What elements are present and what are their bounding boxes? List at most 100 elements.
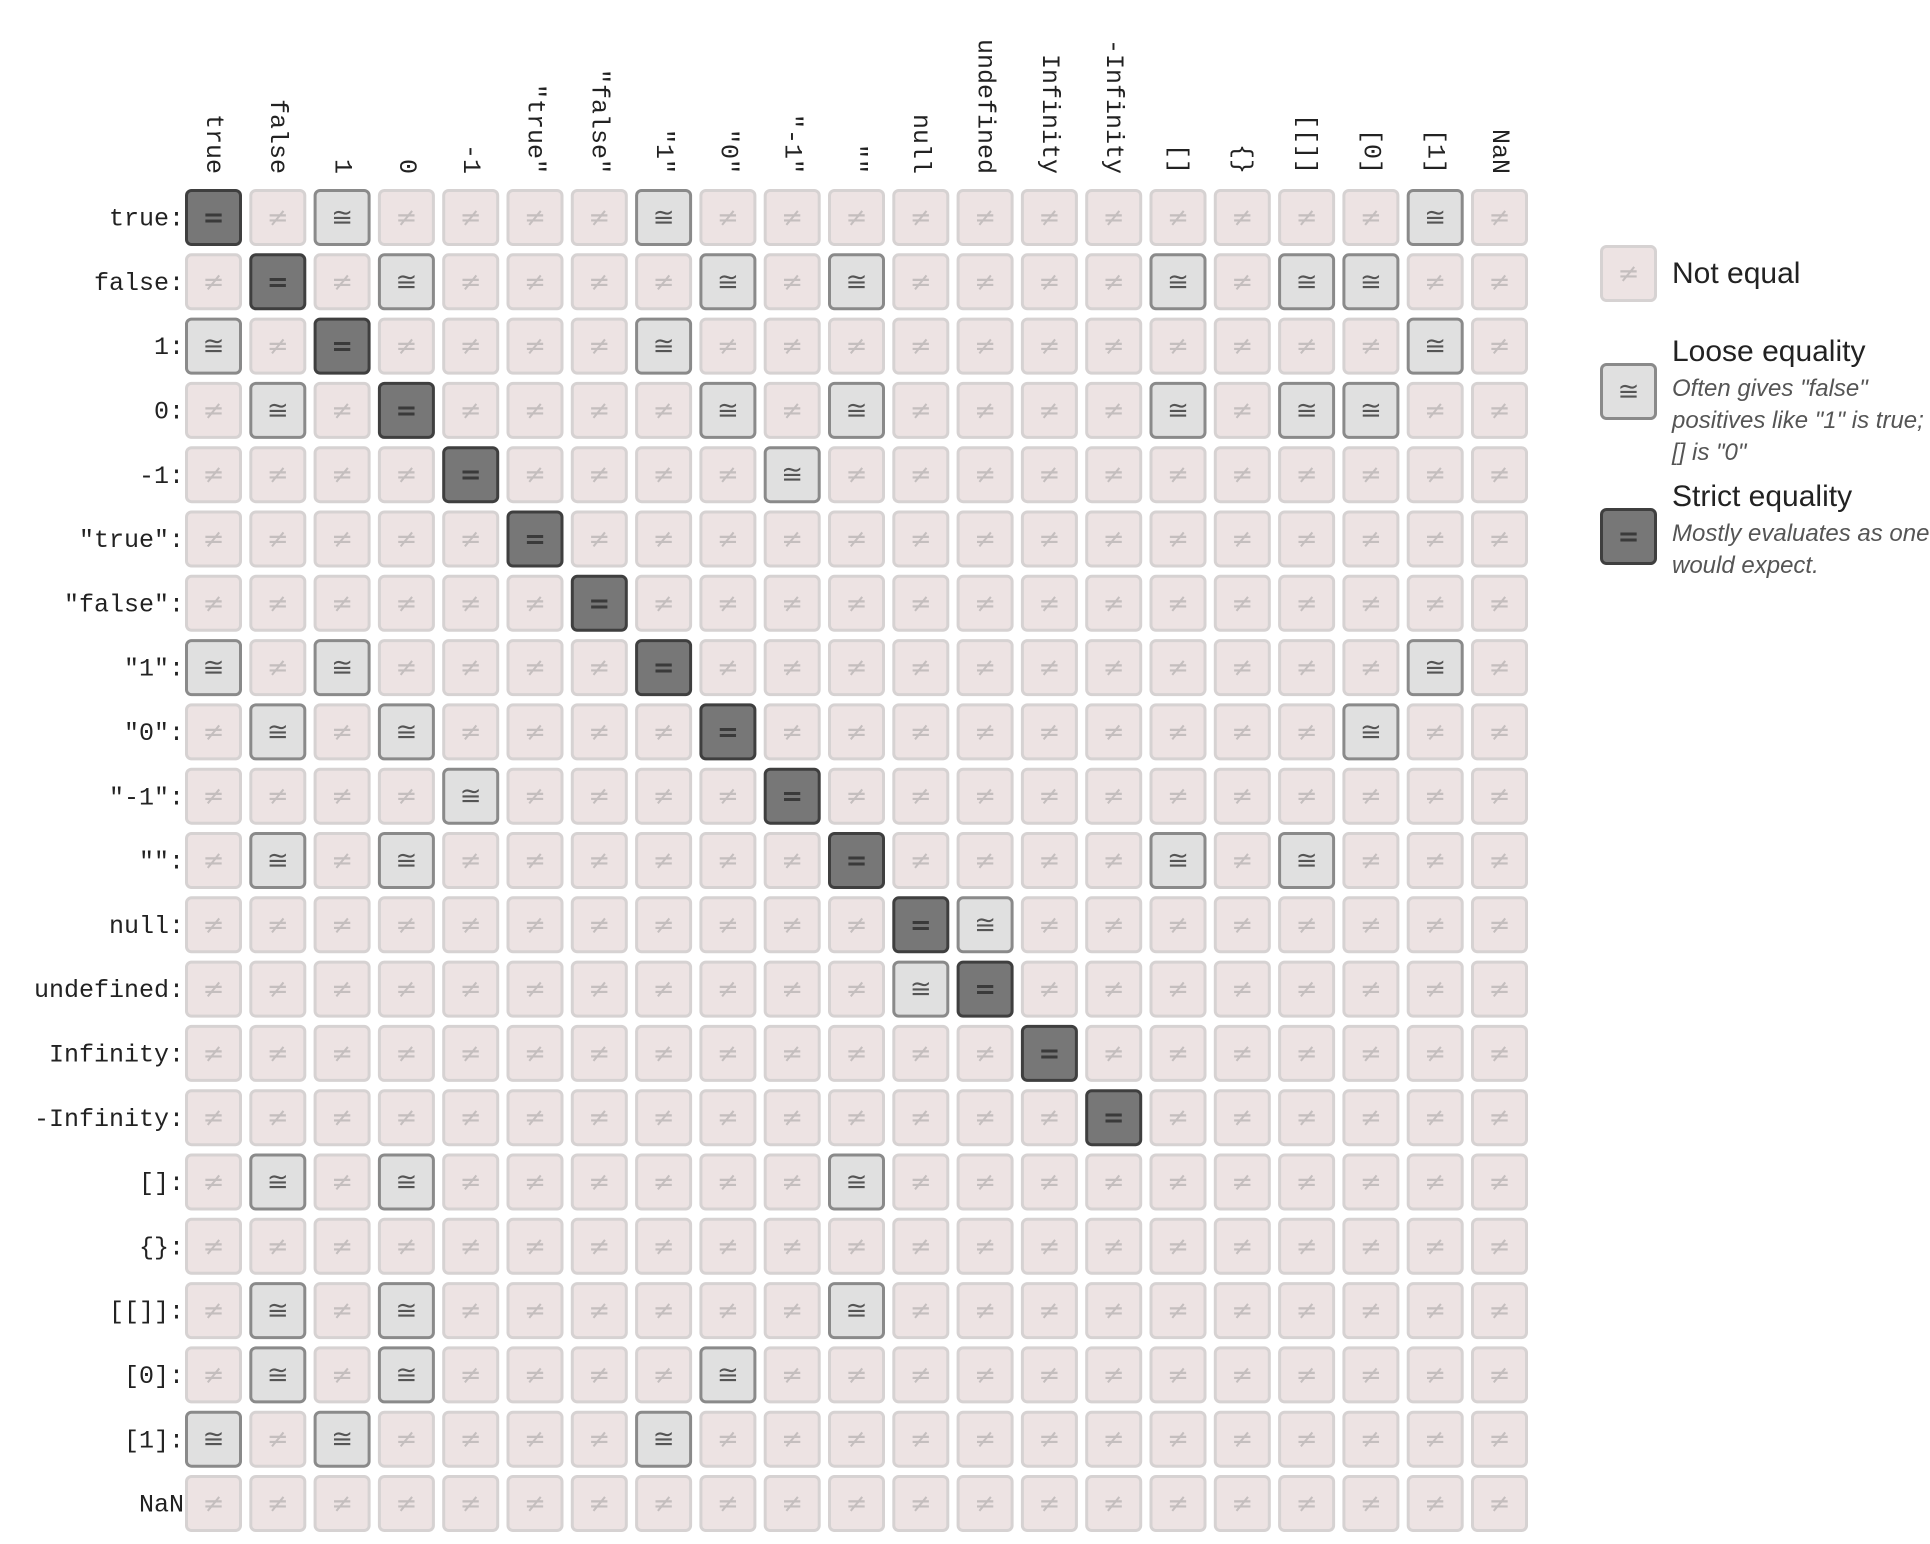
cell-box [377, 1282, 435, 1340]
cell-box [1085, 1282, 1143, 1340]
cell-symbol: ≠ [974, 332, 996, 362]
cell-symbol: ≅ [331, 1425, 353, 1455]
cell-box [570, 1282, 628, 1340]
cell-symbol: ≠ [846, 1232, 868, 1262]
cell-box [892, 446, 950, 504]
cell-symbol: ≠ [781, 1425, 803, 1455]
cell-symbol: ≠ [1039, 396, 1061, 426]
cell-box [506, 510, 564, 568]
cell-box [1149, 896, 1207, 954]
cell-symbol: ≠ [1039, 1296, 1061, 1326]
cell-symbol: ≠ [588, 975, 610, 1005]
cell-symbol: ≠ [1231, 589, 1253, 619]
cell-box [1471, 896, 1528, 954]
cell-symbol: ≠ [1296, 525, 1318, 555]
cell-symbol: ≠ [588, 1489, 610, 1519]
cell-box [185, 253, 242, 311]
cell-symbol: ≠ [910, 332, 932, 362]
cell-box [442, 574, 500, 632]
row-label: NaN [139, 1491, 184, 1520]
cell-box [442, 1089, 500, 1147]
legend-item: ≅ Loose equality Often gives "false" posit… [1600, 335, 1930, 466]
cell-symbol: ≠ [1424, 1232, 1446, 1262]
cell-box [1149, 1024, 1207, 1082]
cell-box [1406, 1475, 1464, 1532]
cell-box [956, 832, 1014, 889]
column-label: 0 [392, 159, 421, 174]
cell-box [377, 1475, 435, 1532]
cell-box [1471, 1089, 1528, 1147]
cell-symbol: ≠ [1231, 975, 1253, 1005]
cell-symbol: ≠ [396, 203, 418, 233]
cell-symbol: ≠ [1231, 460, 1253, 490]
cell-symbol: ≠ [203, 396, 225, 426]
cell-box [956, 960, 1014, 1018]
cell-box [828, 832, 885, 889]
cell-box [1085, 1024, 1143, 1082]
cell-box [1342, 1153, 1400, 1211]
cell-box [1020, 1024, 1078, 1082]
cell-box [506, 1410, 564, 1468]
cell-symbol: ≠ [1296, 1425, 1318, 1455]
cell-symbol: ≅ [781, 460, 803, 490]
cell-symbol: ≠ [1360, 1103, 1382, 1133]
cell-box [506, 317, 564, 375]
cell-symbol: ≠ [1039, 975, 1061, 1005]
column-label: undefined [970, 39, 999, 174]
row-label: [0]: [124, 1362, 184, 1391]
cell-box [892, 574, 950, 632]
cell-box [956, 446, 1014, 504]
cell-symbol: ≠ [1489, 203, 1511, 233]
cell-symbol: = [1103, 1103, 1125, 1133]
cell-symbol: ≠ [331, 975, 353, 1005]
cell-symbol: ≠ [1296, 460, 1318, 490]
cell-box [506, 253, 564, 311]
cell-box [1342, 1024, 1400, 1082]
cell-symbol: ≠ [1103, 717, 1125, 747]
cell-symbol: ≠ [267, 460, 289, 490]
cell-symbol: ≠ [974, 1168, 996, 1198]
cell-symbol: ≠ [331, 525, 353, 555]
cell-box [1020, 1089, 1078, 1147]
cell-symbol: ≠ [974, 1489, 996, 1519]
cell-symbol: ≠ [846, 653, 868, 683]
cell-box [185, 189, 242, 246]
cell-symbol: ≠ [460, 1103, 482, 1133]
cell-symbol: ≠ [1167, 1425, 1189, 1455]
cell-box [1149, 832, 1207, 889]
cell-box [313, 510, 371, 568]
cell-box [506, 896, 564, 954]
column-label: [] [1163, 144, 1192, 174]
cell-symbol: ≅ [267, 1296, 289, 1326]
cell-box [1149, 189, 1207, 246]
cell-box [635, 960, 693, 1018]
cell-symbol: ≠ [460, 589, 482, 619]
cell-box [313, 1410, 371, 1468]
legend-title: Loose equality [1672, 335, 1866, 368]
cell-symbol: ≠ [717, 1296, 739, 1326]
cell-box [249, 639, 307, 697]
cell-symbol: ≠ [910, 653, 932, 683]
cell-box [763, 189, 821, 246]
cell-box [635, 253, 693, 311]
cell-symbol: ≠ [1167, 1168, 1189, 1198]
cell-box [1020, 1410, 1078, 1468]
cell-box [763, 960, 821, 1018]
cell-box [1471, 1475, 1528, 1532]
cell-symbol: ≠ [910, 782, 932, 812]
cell-box [635, 1282, 693, 1340]
cell-box [763, 1153, 821, 1211]
cell-symbol: = [846, 846, 868, 876]
cell-box [377, 253, 435, 311]
cell-box [1471, 253, 1528, 311]
cell-symbol: ≠ [1039, 332, 1061, 362]
cell-symbol: ≠ [1103, 653, 1125, 683]
cell-symbol: ≠ [396, 653, 418, 683]
cell-symbol: ≠ [1231, 846, 1253, 876]
cell-box [956, 767, 1014, 825]
cell-symbol: ≠ [1167, 910, 1189, 940]
cell-symbol: ≠ [717, 332, 739, 362]
cell-symbol: ≠ [588, 653, 610, 683]
cell-symbol: ≠ [781, 1360, 803, 1390]
cell-box [185, 703, 242, 761]
